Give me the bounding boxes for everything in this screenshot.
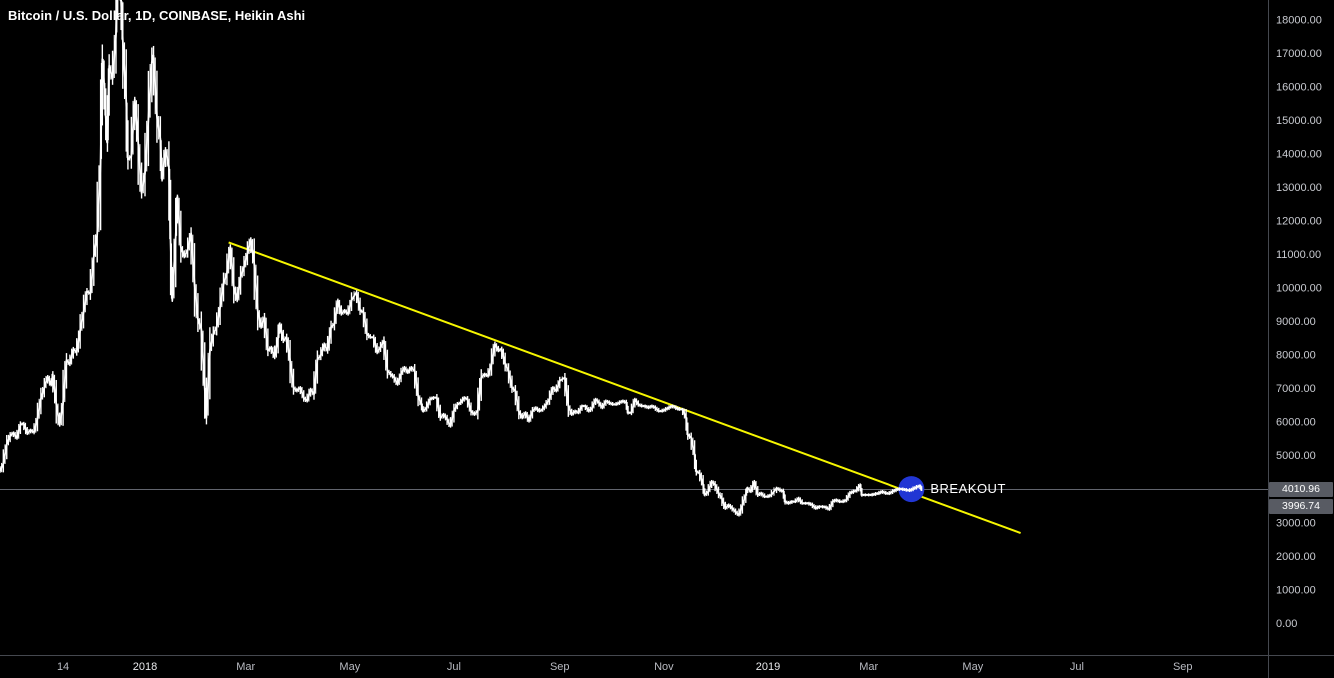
chart-plot-area[interactable] (0, 0, 1268, 655)
price-axis-label: 15000.00 (1276, 115, 1322, 127)
price-axis-label: 6000.00 (1276, 417, 1316, 429)
price-axis-label: 10000.00 (1276, 283, 1322, 295)
price-axis-label: 7000.00 (1276, 383, 1316, 395)
time-axis-label: Mar (859, 661, 878, 673)
price-axis-label: 18000.00 (1276, 14, 1322, 26)
plot-layer (0, 0, 1268, 534)
time-axis-label: Jul (1070, 661, 1084, 673)
price-axis-label: 5000.00 (1276, 450, 1316, 462)
time-axis-label: 2018 (133, 661, 157, 673)
time-axis-label: May (339, 661, 360, 673)
price-axis-label: 12000.00 (1276, 216, 1322, 228)
price-axis-label: 11000.00 (1276, 249, 1321, 261)
price-axis-label: 17000.00 (1276, 48, 1322, 60)
time-axis-label: Sep (550, 661, 570, 673)
price-axis-label: 13000.00 (1276, 182, 1322, 194)
price-axis-label: 3000.00 (1276, 517, 1316, 529)
price-axis-label: 16000.00 (1276, 81, 1322, 93)
breakout-annotation-label[interactable]: BREAKOUT (930, 481, 1006, 497)
time-axis-label: Nov (654, 661, 674, 673)
time-axis-label: Mar (236, 661, 255, 673)
price-axis-label: 8000.00 (1276, 350, 1316, 362)
price-axis-label: 0.00 (1276, 618, 1297, 630)
price-axis-label: 2000.00 (1276, 551, 1316, 563)
price-axis-label: 14000.00 (1276, 148, 1322, 160)
time-axis-label: 2019 (756, 661, 780, 673)
time-axis-label: Jul (447, 661, 461, 673)
secondary-price-tag: 3996.74 (1269, 498, 1333, 514)
time-axis-label: Sep (1173, 661, 1193, 673)
symbol-legend[interactable]: Bitcoin / U.S. Dollar, 1D, COINBASE, Hei… (8, 8, 306, 23)
price-series (0, 0, 923, 516)
time-axis-label: 14 (57, 661, 69, 673)
trend-line[interactable] (228, 241, 1021, 534)
price-axis-label: 1000.00 (1276, 584, 1316, 596)
last-price-tag: 4010.96 (1269, 481, 1333, 497)
time-axis-label: May (962, 661, 983, 673)
price-axis-label: 9000.00 (1276, 316, 1316, 328)
